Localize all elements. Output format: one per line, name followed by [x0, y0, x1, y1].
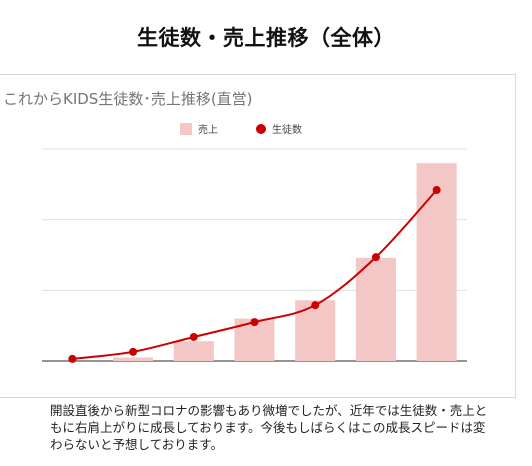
bar-sales — [416, 163, 457, 361]
point-students — [250, 318, 259, 327]
bar-sales — [295, 300, 336, 361]
point-students — [129, 347, 138, 356]
bar-sales — [173, 341, 214, 361]
point-students — [68, 354, 77, 363]
chart-legend: 売上 生徒数 — [180, 121, 340, 136]
legend-label-students: 生徒数 — [272, 125, 302, 136]
chart-plot-area — [42, 148, 467, 363]
legend-bar-swatch — [180, 122, 192, 135]
legend-label-sales: 売上 — [198, 125, 218, 136]
legend-dot-swatch — [256, 123, 266, 134]
point-students — [371, 253, 380, 262]
chart-title: これからKIDS生徒数･売上推移(直営) — [3, 90, 253, 108]
page-title: 生徒数・売上推移（全体） — [137, 26, 395, 50]
bar-sales — [113, 357, 154, 361]
description-text: 開設直後から新型コロナの影響もあり微増でしたが、近年では生徒数・売上ともに右肩上… — [50, 403, 488, 452]
point-students — [311, 301, 320, 310]
legend-item-sales: 売上 — [180, 121, 218, 136]
legend-item-students: 生徒数 — [256, 121, 302, 136]
bar-sales — [355, 257, 396, 361]
point-students — [432, 185, 441, 194]
chart-panel: これからKIDS生徒数･売上推移(直営) 売上 生徒数 — [0, 74, 516, 398]
point-students — [189, 332, 198, 341]
